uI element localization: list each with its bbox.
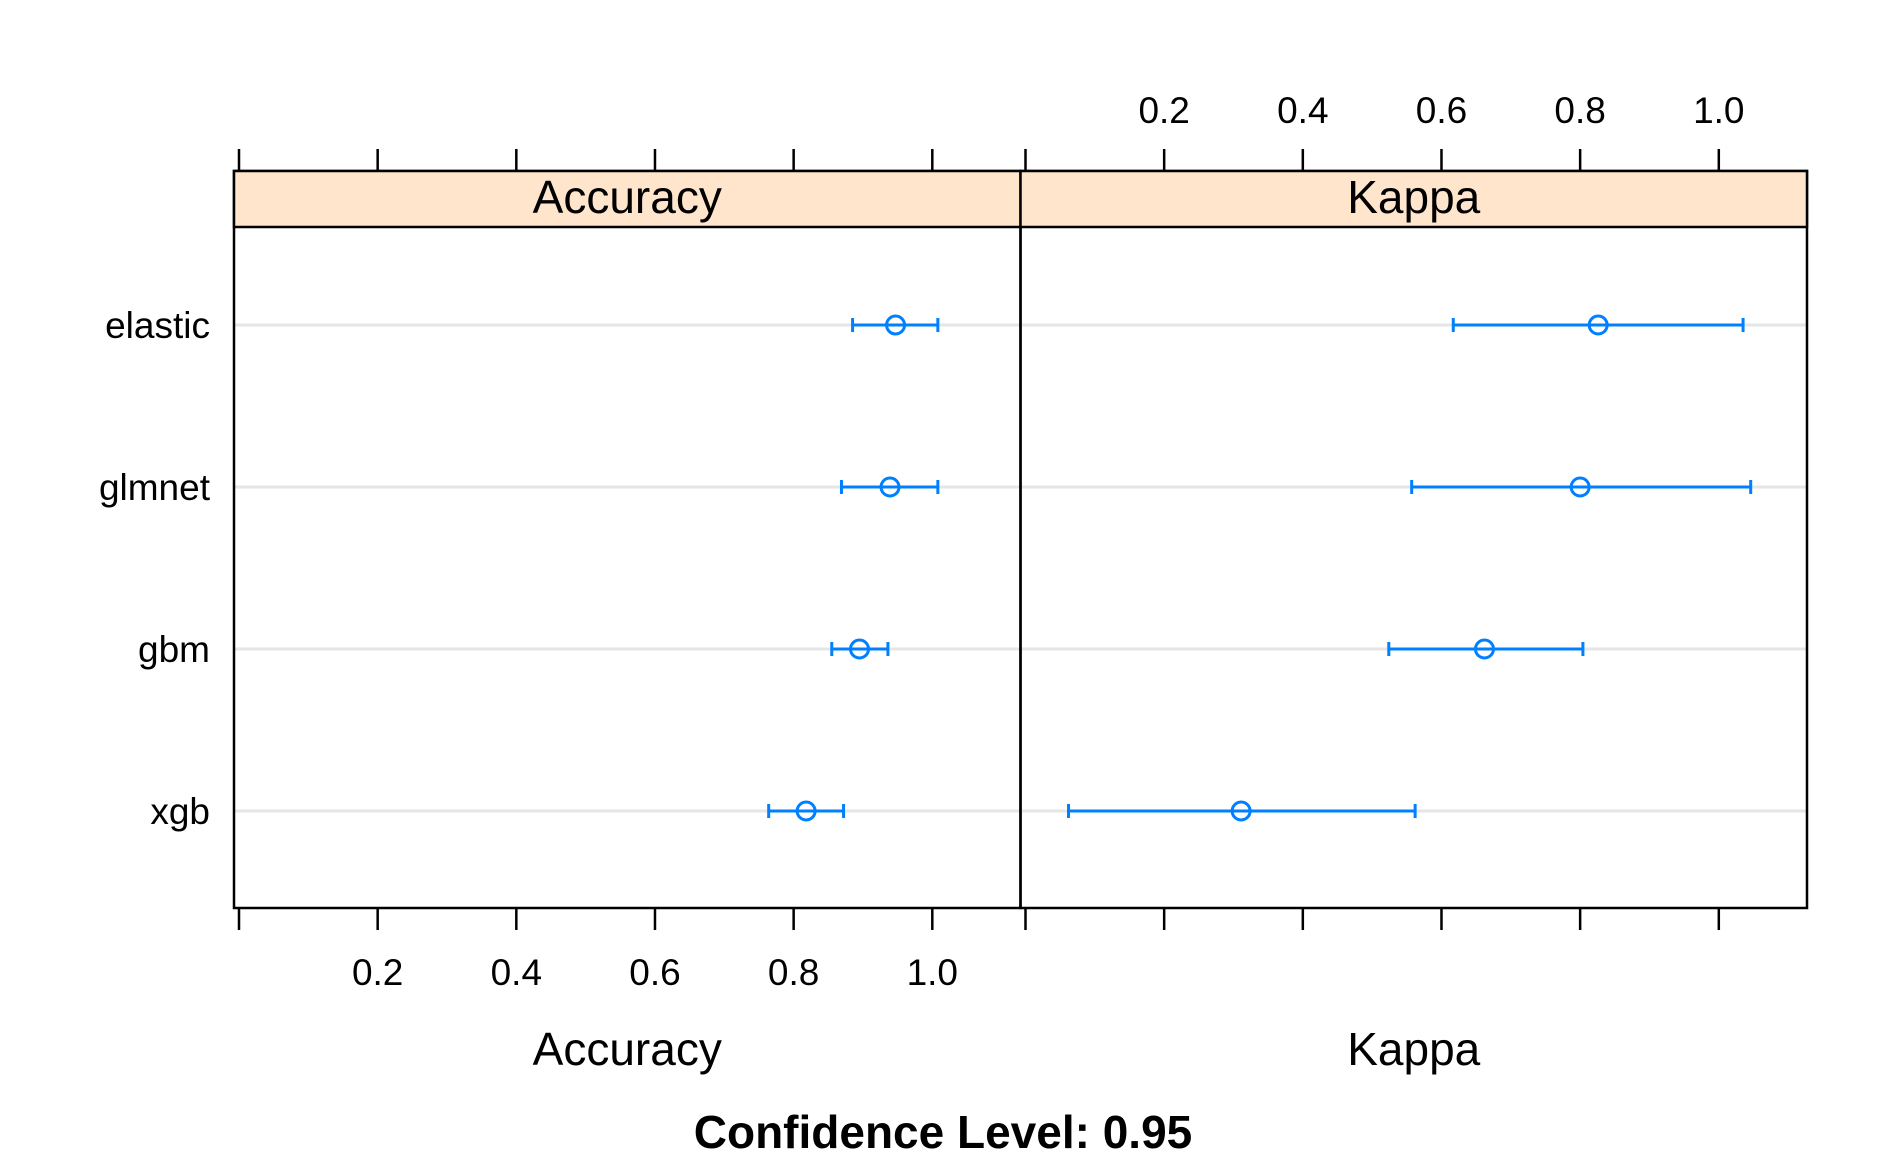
ci-kappa-gbm (1387, 638, 1585, 660)
panel-frame-accuracy (232, 169, 1022, 910)
point-estimate-gbm (1473, 638, 1495, 660)
point-estimate-elastic (885, 314, 907, 336)
y-tick-label-elastic: elastic (105, 305, 210, 346)
tick-label-kappa: 0.4 (1277, 90, 1328, 131)
tick-label-accuracy: 0.8 (768, 952, 819, 993)
panel-frame-kappa (1019, 169, 1809, 910)
tick-label-kappa: 0.6 (1416, 90, 1467, 131)
y-tick-label-glmnet: glmnet (99, 467, 211, 508)
ci-kappa-elastic (1451, 314, 1745, 336)
x-axis-label-kappa: Kappa (1347, 1023, 1480, 1075)
ci-accuracy-glmnet (839, 476, 940, 498)
tick-label-accuracy: 0.2 (352, 952, 403, 993)
tick-label-kappa: 0.8 (1554, 90, 1605, 131)
point-estimate-glmnet (879, 476, 901, 498)
ci-accuracy-gbm (830, 638, 890, 660)
tick-layer (237, 149, 1721, 930)
strip-kappa (1019, 169, 1809, 229)
tick-label-kappa: 1.0 (1693, 90, 1744, 131)
strip-label-accuracy: Accuracy (533, 171, 722, 223)
data-layer (767, 314, 1753, 822)
strip-label-kappa: Kappa (1347, 171, 1480, 223)
tick-label-accuracy: 0.4 (491, 952, 542, 993)
ci-accuracy-elastic (851, 314, 940, 336)
ci-accuracy-xgb (767, 800, 846, 822)
tick-label-accuracy: 0.6 (629, 952, 680, 993)
ci-kappa-glmnet (1410, 476, 1753, 498)
point-estimate-xgb (1230, 800, 1252, 822)
strip-layer: Accuracy Kappa (232, 169, 1809, 229)
point-estimate-gbm (849, 638, 871, 660)
x-axis-label-accuracy: Accuracy (533, 1023, 722, 1075)
y-tick-label-gbm: gbm (138, 629, 210, 670)
point-estimate-elastic (1587, 314, 1609, 336)
strip-accuracy (232, 169, 1022, 229)
point-estimate-glmnet (1569, 476, 1591, 498)
tick-label-kappa: 0.2 (1138, 90, 1189, 131)
panel-frame-layer (232, 169, 1809, 910)
point-estimate-xgb (795, 800, 817, 822)
tick-label-accuracy: 1.0 (907, 952, 958, 993)
y-tick-label-xgb: xgb (150, 791, 210, 832)
ci-kappa-xgb (1066, 800, 1417, 822)
label-layer: 0.2 0.4 0.6 0.8 1.0 Accuracy 0.2 0.4 0.6 0.8 1.0 Ka… (99, 90, 1745, 1075)
chart-title: Confidence Level: 0.95 (694, 1106, 1193, 1158)
